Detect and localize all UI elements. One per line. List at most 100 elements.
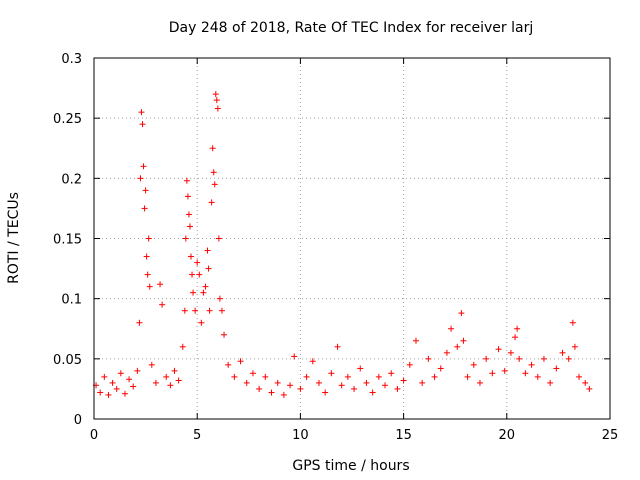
x-tick-label: 15 (395, 428, 412, 443)
data-point (109, 379, 116, 386)
data-point (268, 389, 275, 396)
data-point (211, 181, 218, 188)
data-point (126, 376, 133, 383)
data-point (225, 361, 232, 368)
data-point (357, 365, 364, 372)
data-point (489, 370, 496, 377)
data-point (309, 358, 316, 365)
data-point (215, 235, 222, 242)
data-point (297, 385, 304, 392)
data-point (159, 301, 166, 308)
data-point (476, 379, 483, 386)
data-point (483, 355, 490, 362)
data-point (262, 373, 269, 380)
data-point (130, 383, 137, 390)
data-point (334, 343, 341, 350)
data-point (287, 382, 294, 389)
data-point (375, 373, 382, 380)
data-point (218, 307, 225, 314)
data-point (185, 211, 192, 218)
data-point (101, 373, 108, 380)
x-tick-labels: 0 5 10 15 20 25 (90, 428, 618, 443)
data-point (470, 361, 477, 368)
data-point (202, 283, 209, 290)
data-point (344, 373, 351, 380)
x-axis-label: GPS time / hours (292, 458, 409, 474)
data-point (231, 373, 238, 380)
x-tick-label: 0 (90, 428, 98, 443)
data-point (243, 379, 250, 386)
data-point (181, 307, 188, 314)
data-point (274, 379, 281, 386)
data-point (190, 289, 197, 296)
data-point (138, 109, 145, 116)
data-point (454, 343, 461, 350)
y-tick-label: 0.2 (61, 172, 82, 187)
data-point (148, 361, 155, 368)
data-point (183, 177, 190, 184)
data-point (179, 343, 186, 350)
data-point (189, 271, 196, 278)
data-point (553, 365, 560, 372)
data-point (388, 370, 395, 377)
data-point (105, 391, 112, 398)
data-point (136, 319, 143, 326)
data-point (97, 389, 104, 396)
data-point (186, 223, 193, 230)
data-point (315, 379, 322, 386)
data-point (586, 385, 593, 392)
grid-lines (94, 58, 610, 419)
data-point (351, 385, 358, 392)
axis-ticks (93, 57, 611, 420)
data-point (363, 379, 370, 386)
data-point (547, 379, 554, 386)
data-point (571, 343, 578, 350)
data-point (210, 169, 217, 176)
y-axis-label: ROTI / TECUs (6, 192, 22, 284)
data-point (142, 187, 149, 194)
data-point (303, 373, 310, 380)
data-point (198, 319, 205, 326)
data-point (448, 325, 455, 332)
data-point (495, 346, 502, 353)
data-point (338, 382, 345, 389)
data-point (394, 385, 401, 392)
data-point (200, 289, 207, 296)
data-point (121, 390, 128, 397)
data-point (192, 307, 199, 314)
data-point (175, 377, 182, 384)
data-point (134, 367, 141, 374)
data-point (212, 91, 219, 98)
data-point (204, 247, 211, 254)
data-point (184, 193, 191, 200)
data-point (194, 259, 201, 266)
chart-title: Day 248 of 2018, Rate Of TEC Index for r… (169, 20, 534, 36)
data-points (93, 91, 593, 398)
data-point (460, 337, 467, 344)
data-point (419, 379, 426, 386)
data-point (328, 370, 335, 377)
data-point (146, 283, 153, 290)
x-tick-label: 25 (602, 428, 619, 443)
data-point (188, 253, 195, 260)
data-point (540, 355, 547, 362)
data-point (322, 389, 329, 396)
data-point (137, 175, 144, 182)
data-point (152, 379, 159, 386)
data-point (291, 353, 298, 360)
data-point (443, 349, 450, 356)
data-point (206, 307, 213, 314)
data-point (167, 382, 174, 389)
data-point (209, 145, 216, 152)
data-point (205, 265, 212, 272)
data-point (559, 349, 566, 356)
data-point (501, 367, 508, 374)
data-point (213, 97, 220, 104)
data-point (208, 199, 215, 206)
data-point (145, 235, 152, 242)
data-point (569, 319, 576, 326)
data-point (516, 355, 523, 362)
data-point (157, 281, 164, 288)
data-point (507, 349, 514, 356)
